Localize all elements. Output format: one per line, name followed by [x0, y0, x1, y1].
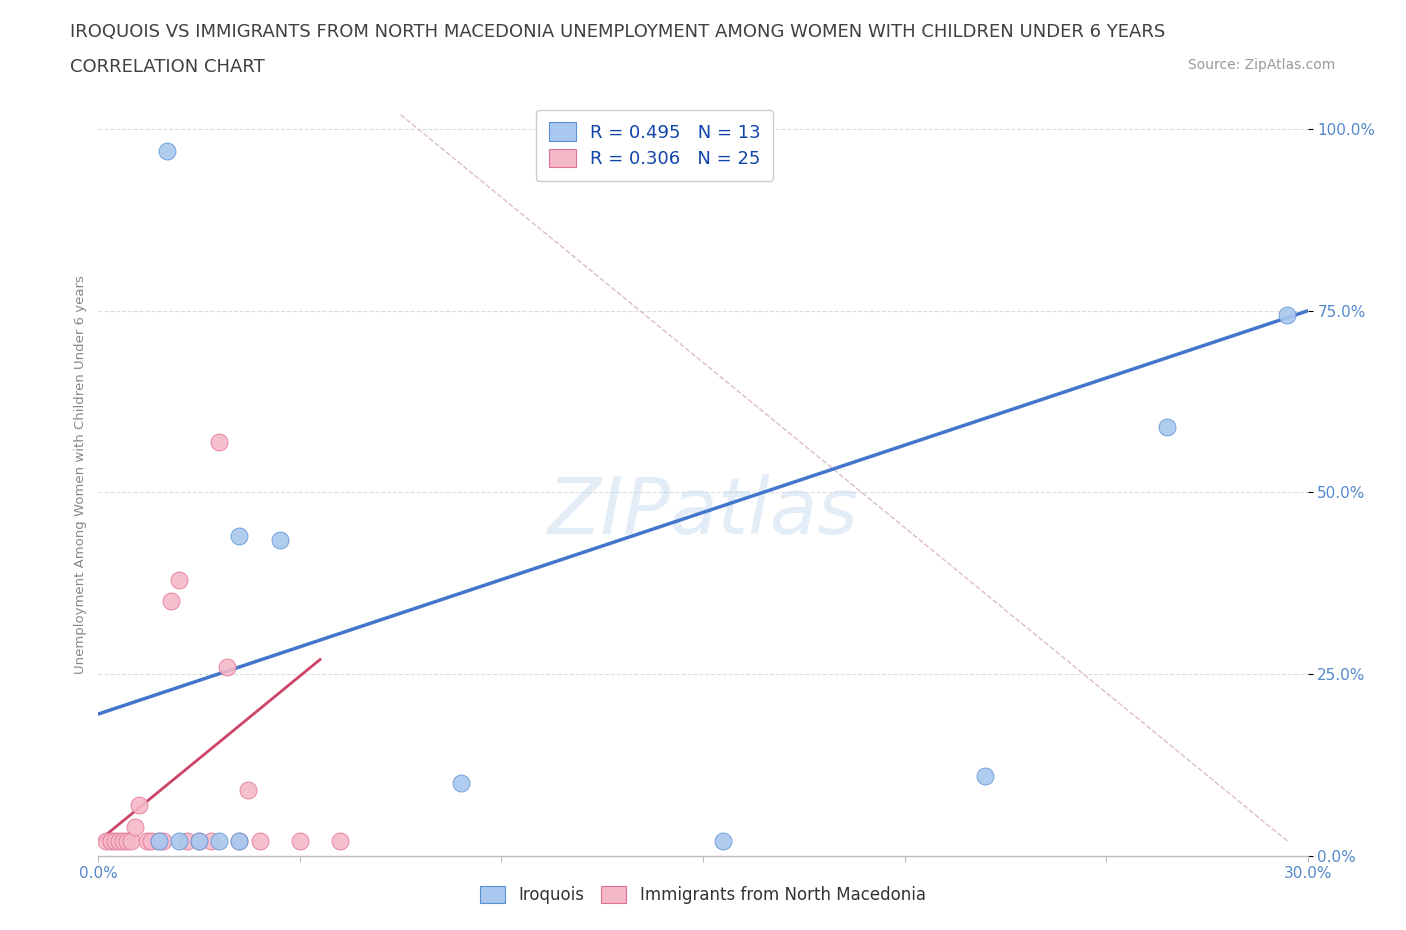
Point — [135, 833, 157, 848]
Point — [156, 143, 179, 158]
Point — [111, 833, 134, 848]
Text: Source: ZipAtlas.com: Source: ZipAtlas.com — [1188, 58, 1336, 72]
Point — [249, 833, 271, 848]
Point — [120, 833, 142, 848]
Point — [167, 572, 190, 587]
Point — [228, 833, 250, 848]
Point — [103, 833, 125, 848]
Point — [107, 833, 129, 848]
Point — [139, 833, 162, 848]
Point — [974, 768, 997, 783]
Point — [124, 819, 146, 834]
Point — [167, 833, 190, 848]
Point — [228, 833, 250, 848]
Point — [100, 833, 122, 848]
Text: CORRELATION CHART: CORRELATION CHART — [70, 58, 266, 75]
Point — [329, 833, 352, 848]
Point — [269, 532, 291, 547]
Legend: R = 0.495   N = 13, R = 0.306   N = 25: R = 0.495 N = 13, R = 0.306 N = 25 — [536, 110, 773, 180]
Point — [128, 797, 150, 812]
Point — [236, 783, 259, 798]
Text: IROQUOIS VS IMMIGRANTS FROM NORTH MACEDONIA UNEMPLOYMENT AMONG WOMEN WITH CHILDR: IROQUOIS VS IMMIGRANTS FROM NORTH MACEDO… — [70, 23, 1166, 41]
Point — [200, 833, 222, 848]
Point — [160, 594, 183, 609]
Y-axis label: Unemployment Among Women with Children Under 6 years: Unemployment Among Women with Children U… — [75, 275, 87, 673]
Point — [188, 833, 211, 848]
Point — [208, 434, 231, 449]
Legend: Iroquois, Immigrants from North Macedonia: Iroquois, Immigrants from North Macedoni… — [472, 878, 934, 912]
Point — [96, 833, 118, 848]
Point — [115, 833, 138, 848]
Point — [152, 833, 174, 848]
Point — [176, 833, 198, 848]
Point — [148, 833, 170, 848]
Point — [1156, 419, 1178, 434]
Point — [188, 833, 211, 848]
Text: ZIPatlas: ZIPatlas — [547, 474, 859, 551]
Point — [217, 659, 239, 674]
Point — [450, 776, 472, 790]
Point — [208, 833, 231, 848]
Point — [228, 528, 250, 543]
Point — [288, 833, 311, 848]
Point — [1277, 307, 1299, 322]
Point — [148, 833, 170, 848]
Point — [711, 833, 734, 848]
